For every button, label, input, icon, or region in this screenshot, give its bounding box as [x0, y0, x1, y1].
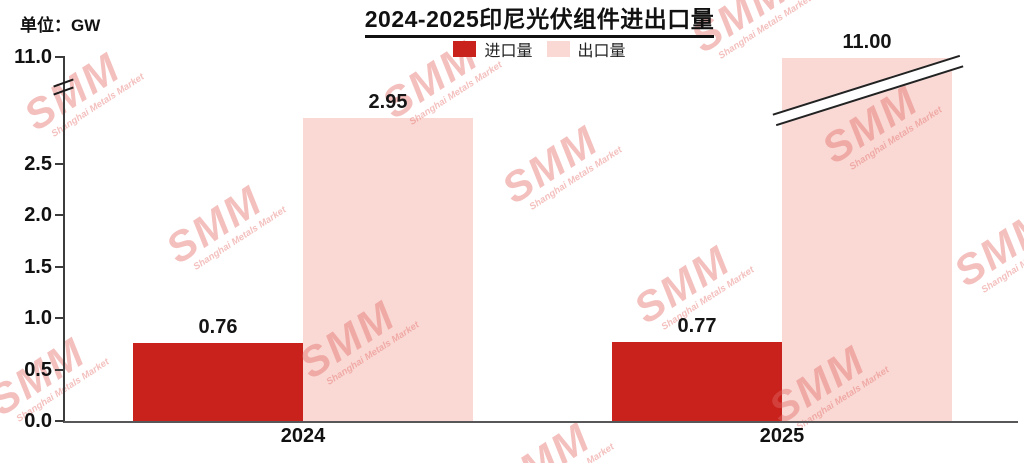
smm-logo-subtext: Shanghai Metals Market — [502, 430, 634, 463]
legend-item-import: 进口量 — [453, 37, 533, 61]
unit-label: 单位：GW — [20, 16, 101, 35]
title-wrap: 2024-2025印尼光伏组件进出口量 — [63, 5, 1016, 38]
smm-logo-text: SMM — [493, 116, 607, 213]
x-axis-line — [63, 421, 1018, 423]
y-axis-tick — [55, 369, 64, 371]
bar-import-2025 — [612, 342, 782, 422]
y-axis-tick-label: 0.0 — [24, 410, 52, 432]
y-axis-tick-label: 0.5 — [24, 359, 52, 381]
legend-label: 出口量 — [577, 43, 626, 60]
y-axis-tick — [55, 317, 64, 319]
y-axis-tick-label: 2.5 — [24, 153, 52, 175]
y-axis-tick-label: 11.0 — [14, 46, 52, 68]
legend-label: 进口量 — [484, 43, 533, 60]
smm-logo-subtext: Shanghai Metals Market — [979, 227, 1024, 296]
legend-swatch-import — [453, 41, 477, 57]
x-axis-label-2025: 2025 — [759, 425, 805, 447]
bar-import-2024 — [133, 343, 303, 422]
chart-title: 2024-2025印尼光伏组件进出口量 — [364, 5, 715, 38]
y-axis-tick — [55, 56, 64, 58]
y-axis-tick-label: 1.5 — [24, 256, 52, 278]
legend-swatch-export — [546, 41, 570, 57]
bar-value-export-2025: 11.00 — [842, 31, 892, 53]
y-axis-tick-label: 1.0 — [24, 307, 52, 329]
smm-logo-subtext: Shanghai Metals Market — [191, 204, 289, 273]
smm-logo-subtext: Shanghai Metals Market — [49, 71, 147, 140]
bar-value-import-2024: 0.76 — [198, 316, 238, 338]
y-axis-line — [63, 56, 65, 423]
y-axis-tick — [55, 163, 64, 165]
smm-logo-subtext: Shanghai Metals Market — [527, 144, 625, 213]
y-axis-tick — [55, 214, 64, 216]
legend-item-export: 出口量 — [546, 37, 626, 61]
y-axis-tick — [55, 420, 64, 422]
smm-logo-text: SMM — [485, 413, 599, 463]
bar-export-2024 — [303, 118, 473, 422]
y-axis-tick-label: 2.0 — [24, 204, 52, 226]
legend: 进口量 出口量 — [63, 37, 1016, 61]
x-axis-label-2024: 2024 — [280, 425, 326, 447]
bar-value-export-2024: 2.95 — [368, 91, 408, 113]
y-axis-tick — [55, 266, 64, 268]
bar-export-2025 — [782, 58, 952, 422]
bar-value-import-2025: 0.77 — [677, 315, 717, 337]
smm-logo-text: SMM — [157, 176, 271, 273]
